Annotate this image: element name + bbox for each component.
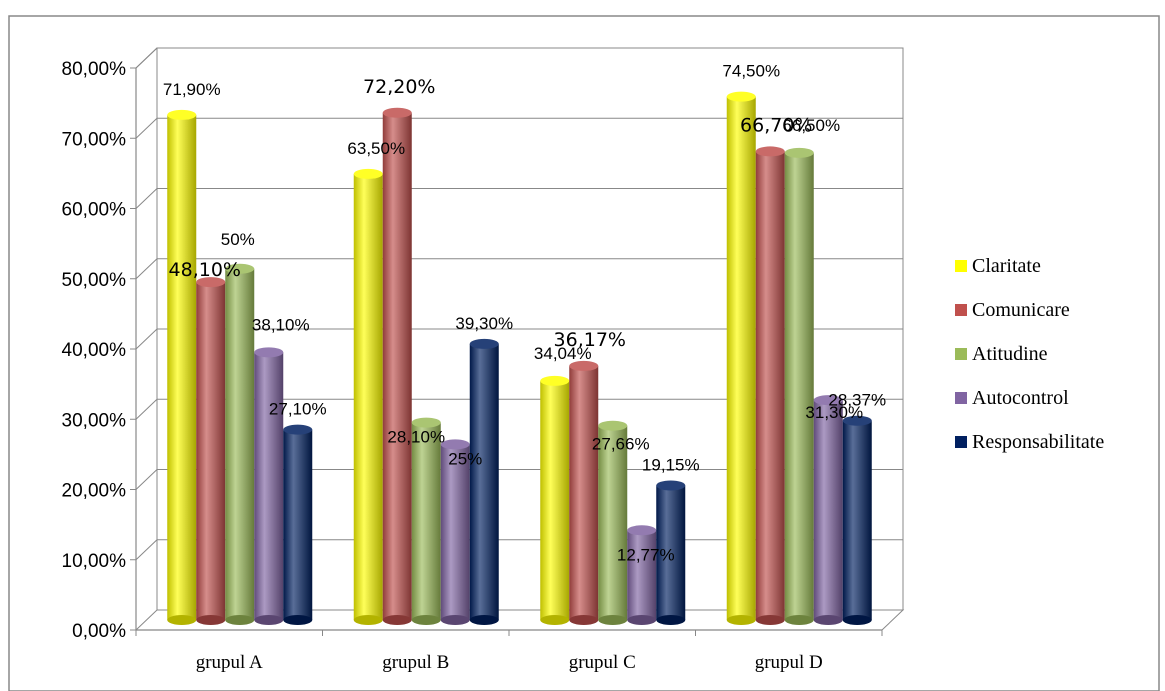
data-labels: 71,90% 48,10% 50% 38,10% 27,10% 63,50% 72,20% 2… (163, 62, 886, 565)
y-tick-label: 10,00% (62, 551, 127, 572)
gridline-depth (135, 258, 158, 280)
legend-swatch (955, 348, 967, 360)
bar (755, 146, 785, 625)
bar (813, 395, 843, 625)
legend-label: Comunicare (972, 299, 1070, 321)
data-label: 25% (448, 449, 482, 468)
gridline-depth (135, 117, 158, 139)
bar (656, 480, 686, 625)
gridline-depth (135, 469, 158, 490)
data-label: 31,30% (805, 403, 863, 422)
x-tick-label: grupul B (382, 652, 449, 673)
legend-item: Atitudine (955, 343, 1048, 365)
data-label: 39,30% (455, 314, 513, 333)
bar (627, 525, 657, 625)
legend: Claritate Comunicare Atitudine Autocontrol R… (955, 255, 1104, 453)
y-axis-ticks: 0,00% 10,00% 20,00% 30,00% 40,00% 50,00% 60,00… (62, 59, 136, 642)
y-tick-label: 20,00% (62, 481, 127, 502)
bar (167, 109, 197, 625)
x-tick-label: grupul C (569, 652, 636, 673)
bar (784, 147, 814, 625)
data-label: 27,10% (269, 400, 327, 419)
legend-label: Claritate (972, 255, 1041, 277)
x-axis-ticks: grupul A grupul B grupul C grupul D (135, 630, 883, 673)
legend-label: Responsabilitate (972, 431, 1104, 453)
bar (225, 263, 255, 625)
y-tick-label: 70,00% (62, 129, 127, 150)
data-label: 36,17% (554, 329, 626, 351)
bar (726, 91, 756, 625)
legend-item: Claritate (955, 255, 1041, 277)
legend-swatch (955, 436, 967, 448)
bar (353, 168, 383, 625)
bar (569, 360, 599, 625)
bar (598, 420, 628, 625)
y-tick-label: 0,00% (72, 621, 126, 642)
bar (382, 107, 412, 625)
legend-swatch (955, 260, 967, 272)
bar (440, 439, 470, 625)
bar (196, 277, 226, 625)
bar (411, 417, 441, 625)
legend-item: Responsabilitate (955, 431, 1104, 453)
data-label: 12,77% (617, 545, 675, 564)
data-label: 28,10% (387, 428, 445, 447)
x-tick-label: grupul A (196, 652, 263, 673)
data-label: 19,15% (642, 455, 700, 474)
legend-item: Comunicare (955, 299, 1070, 321)
data-label: 50% (221, 230, 255, 249)
y-tick-label: 30,00% (62, 410, 127, 431)
x-tick-label: grupul D (755, 652, 823, 673)
data-label: 66,50% (782, 116, 840, 135)
legend-swatch (955, 304, 967, 316)
data-label: 48,10% (169, 259, 241, 281)
data-label: 66,70% (740, 114, 812, 136)
y-tick-label: 50,00% (62, 270, 127, 291)
bar (469, 338, 499, 625)
data-label: 71,90% (163, 80, 221, 99)
data-label: 38,10% (252, 315, 310, 334)
bar (540, 375, 570, 625)
gridline-depth (135, 398, 158, 420)
legend-item: Autocontrol (955, 387, 1069, 409)
data-label: 72,20% (363, 76, 435, 98)
y-tick-label: 60,00% (62, 200, 127, 221)
bar (842, 415, 872, 625)
gridline-depth (135, 188, 158, 209)
data-label: 27,66% (592, 435, 650, 454)
y-tick-label: 40,00% (62, 340, 127, 361)
gridline-depth (135, 539, 158, 561)
data-label: 74,50% (722, 62, 780, 81)
y-tick-label: 80,00% (62, 59, 127, 80)
legend-swatch (955, 392, 967, 404)
bars (167, 91, 872, 625)
legend-label: Autocontrol (972, 387, 1069, 409)
data-label: 28,37% (828, 391, 886, 410)
bar (283, 424, 313, 625)
data-label: 63,50% (347, 139, 405, 158)
legend-label: Atitudine (972, 343, 1048, 365)
gridline-depth (135, 328, 158, 350)
bar (254, 347, 284, 625)
data-label: 34,04% (534, 344, 592, 363)
gridline-depth (135, 47, 158, 69)
